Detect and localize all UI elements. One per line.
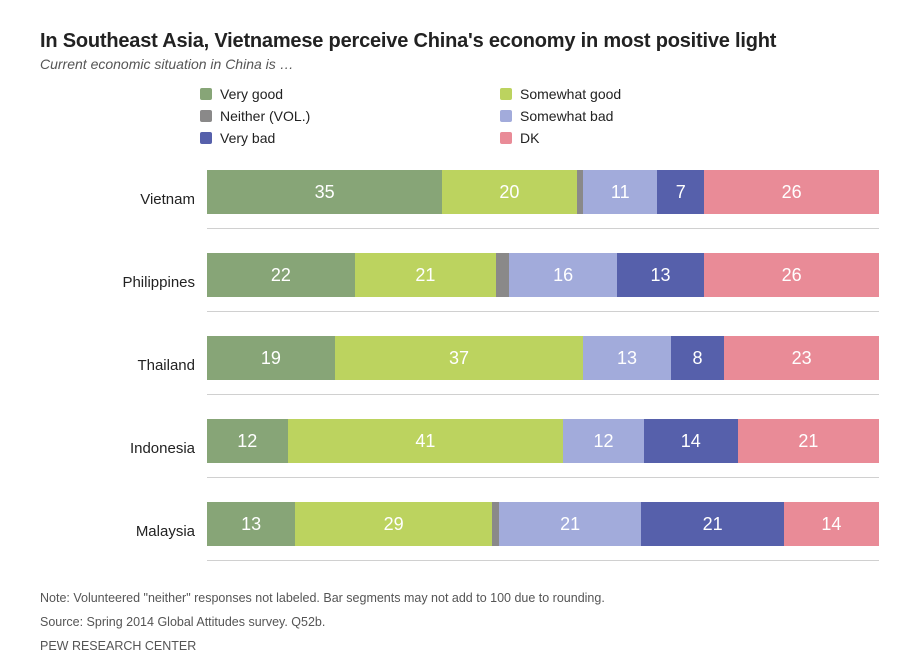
chart-subtitle: Current economic situation in China is … (40, 56, 879, 72)
legend-item-vol_neither: Neither (VOL.) (200, 108, 460, 124)
bar-segment-dk: 26 (704, 170, 879, 214)
bar-segment-value: 12 (593, 431, 613, 452)
bar-segment-very_good: 22 (207, 253, 355, 297)
stacked-bar: 19 37 13 8 23 (207, 336, 879, 395)
bar-segment-value: 13 (651, 265, 671, 286)
bar-segment-very_good: 19 (207, 336, 335, 380)
legend-column: Somewhat good Somewhat bad DK (500, 86, 760, 146)
bar-segment-value: 14 (681, 431, 701, 452)
bar-segment-value: 23 (792, 348, 812, 369)
bar-segment-value: 22 (271, 265, 291, 286)
bar-segment-value: 21 (703, 514, 723, 535)
chart-container: In Southeast Asia, Vietnamese perceive C… (0, 0, 919, 667)
stacked-bar: 22 21 16 13 26 (207, 253, 879, 312)
bar-segment-very_bad: 21 (641, 502, 784, 546)
bar-segment-value: 21 (415, 265, 435, 286)
bar-segment-very_bad: 8 (671, 336, 725, 380)
chart-row: Malaysia 13 29 21 21 14 (40, 496, 879, 571)
bar-segment-vol_neither (496, 253, 509, 297)
legend-swatch (200, 110, 212, 122)
bar-segment-vol_neither (577, 170, 584, 214)
bar-segment-value: 8 (693, 348, 703, 369)
bar-segment-value: 26 (782, 182, 802, 203)
bar-segment-very_good: 12 (207, 419, 288, 463)
legend-item-somewhat_good: Somewhat good (500, 86, 760, 102)
bar-segment-value: 11 (611, 182, 630, 203)
legend-item-dk: DK (500, 130, 760, 146)
bar-segment-very_bad: 7 (657, 170, 704, 214)
bar-segment-value: 7 (676, 182, 686, 203)
legend-item-somewhat_bad: Somewhat bad (500, 108, 760, 124)
legend-item-very_bad: Very bad (200, 130, 460, 146)
footnote-note: Note: Volunteered "neither" responses no… (40, 589, 879, 607)
chart-row: Thailand 19 37 13 8 23 (40, 330, 879, 405)
bar-segment-value: 13 (241, 514, 261, 535)
stacked-bar: 35 20 11 7 26 (207, 170, 879, 229)
bar-segment-somewhat_good: 41 (288, 419, 564, 463)
row-label: Philippines (40, 274, 207, 292)
bar-segment-value: 21 (560, 514, 580, 535)
legend-label: Very bad (220, 130, 275, 146)
row-label: Indonesia (40, 440, 207, 458)
row-label: Vietnam (40, 191, 207, 209)
chart-row: Philippines 22 21 16 13 26 (40, 247, 879, 322)
bar-segment-dk: 26 (704, 253, 879, 297)
bar-segment-very_bad: 13 (617, 253, 704, 297)
legend-item-very_good: Very good (200, 86, 460, 102)
chart-row: Vietnam 35 20 11 7 26 (40, 164, 879, 239)
row-label: Thailand (40, 357, 207, 375)
bar-segment-very_good: 13 (207, 502, 295, 546)
footnote-source: Source: Spring 2014 Global Attitudes sur… (40, 613, 879, 631)
legend-column: Very good Neither (VOL.) Very bad (200, 86, 460, 146)
chart-rows: Vietnam 35 20 11 7 26 Philippines 22 21 16 13 26 Tha… (40, 164, 879, 571)
bar-segment-value: 35 (315, 182, 335, 203)
bar-segment-very_bad: 14 (644, 419, 738, 463)
stacked-bar: 13 29 21 21 14 (207, 502, 879, 561)
bar-segment-value: 41 (415, 431, 435, 452)
bar-segment-value: 19 (261, 348, 281, 369)
stacked-bar: 12 41 12 14 21 (207, 419, 879, 478)
bar-segment-value: 12 (237, 431, 257, 452)
legend-label: DK (520, 130, 539, 146)
bar-segment-somewhat_bad: 16 (509, 253, 617, 297)
bar-segment-dk: 21 (738, 419, 879, 463)
legend-swatch (500, 132, 512, 144)
legend-swatch (200, 132, 212, 144)
legend-label: Somewhat bad (520, 108, 613, 124)
legend-swatch (200, 88, 212, 100)
bar-segment-value: 21 (798, 431, 818, 452)
bar-segment-value: 14 (821, 514, 841, 535)
bar-segment-value: 20 (499, 182, 519, 203)
bar-segment-somewhat_bad: 21 (499, 502, 642, 546)
chart-title: In Southeast Asia, Vietnamese perceive C… (40, 28, 879, 54)
bar-segment-very_good: 35 (207, 170, 442, 214)
bar-segment-vol_neither (492, 502, 499, 546)
chart-legend: Very good Neither (VOL.) Very bad Somewhat … (200, 86, 840, 146)
bar-segment-dk: 23 (724, 336, 879, 380)
legend-swatch (500, 88, 512, 100)
legend-label: Very good (220, 86, 283, 102)
legend-swatch (500, 110, 512, 122)
bar-segment-somewhat_bad: 11 (583, 170, 657, 214)
bar-segment-somewhat_good: 29 (295, 502, 492, 546)
bar-segment-value: 29 (384, 514, 404, 535)
bar-segment-somewhat_good: 20 (442, 170, 576, 214)
bar-segment-somewhat_good: 37 (335, 336, 584, 380)
bar-segment-value: 26 (782, 265, 802, 286)
bar-segment-somewhat_bad: 12 (563, 419, 644, 463)
bar-segment-somewhat_good: 21 (355, 253, 496, 297)
row-label: Malaysia (40, 523, 207, 541)
legend-label: Neither (VOL.) (220, 108, 310, 124)
legend-label: Somewhat good (520, 86, 621, 102)
bar-segment-dk: 14 (784, 502, 879, 546)
footnote-org: PEW RESEARCH CENTER (40, 637, 879, 655)
chart-row: Indonesia 12 41 12 14 21 (40, 413, 879, 488)
bar-segment-value: 13 (617, 348, 637, 369)
bar-segment-value: 16 (553, 265, 573, 286)
bar-segment-somewhat_bad: 13 (583, 336, 670, 380)
bar-segment-value: 37 (449, 348, 469, 369)
chart-footnote: Note: Volunteered "neither" responses no… (40, 589, 879, 655)
